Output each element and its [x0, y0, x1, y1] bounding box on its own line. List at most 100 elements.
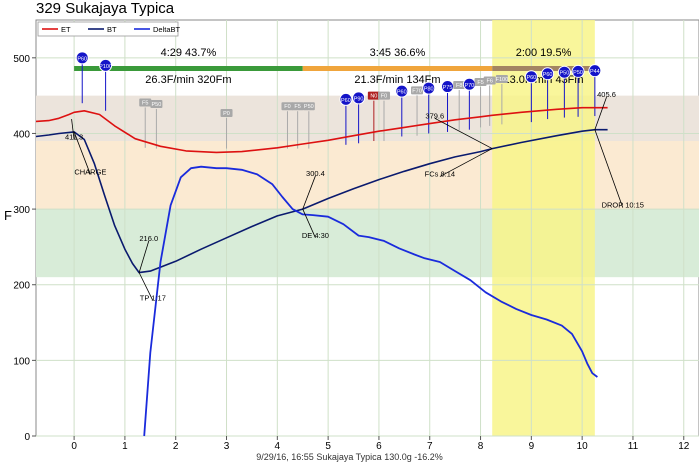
y-tick-label: 100 — [13, 356, 30, 367]
annotation-leader — [138, 272, 154, 301]
event-marker-box — [411, 86, 424, 95]
x-tick-label: 10 — [577, 441, 589, 452]
x-tick-label: 7 — [427, 441, 433, 452]
event-marker-label: F70 — [412, 88, 421, 94]
event-marker-dot — [571, 64, 585, 78]
event-marker-box — [483, 76, 496, 85]
annotation-label: 216.0 — [139, 234, 158, 243]
annotation-label: 300.4 — [306, 169, 325, 178]
series-line-deltabt — [143, 165, 598, 437]
roast-info-footer: 9/29/16, 16:55 Sukajaya Typica 130.0g -1… — [256, 452, 443, 462]
phase-ror-label: 26.3F/min 320Fm — [145, 74, 231, 86]
temp-band — [36, 141, 699, 210]
phase-bar — [492, 66, 595, 71]
event-marker-box — [495, 74, 508, 83]
annotation-label: 405.6 — [597, 90, 616, 99]
event-marker-box — [378, 91, 391, 100]
event-marker-label: F5 — [477, 80, 483, 86]
event-marker-dot — [524, 70, 538, 84]
event-marker-label: N0 — [370, 94, 377, 100]
event-marker-label: F6 — [486, 79, 492, 85]
y-tick-label: 500 — [13, 54, 30, 65]
event-marker-label: F8 — [456, 83, 462, 89]
y-tick-label: 400 — [13, 129, 30, 140]
event-marker-dot — [541, 67, 555, 81]
annotation-leader — [73, 131, 91, 175]
x-tick-label: 3 — [224, 441, 230, 452]
phase-ror-label: 21.3F/min 134Fm — [354, 74, 440, 86]
series-line-et — [35, 106, 608, 154]
event-marker-label: F5 — [294, 104, 300, 110]
phase-bar — [302, 66, 493, 71]
event-marker-label: F0 — [381, 94, 387, 100]
phase-time-label: 3:45 36.6% — [370, 47, 426, 59]
x-tick-label: 8 — [478, 441, 484, 452]
event-marker-label: P60 — [543, 72, 553, 78]
event-marker-label: F100 — [496, 77, 509, 83]
event-marker-box — [302, 102, 315, 111]
event-marker-dot — [588, 64, 602, 78]
annotation-label: DROP 10:15 — [602, 201, 644, 210]
annotation-leader — [138, 240, 150, 273]
y-tick-label: 300 — [13, 205, 30, 216]
x-tick-label: 11 — [628, 441, 639, 452]
event-marker-label: P60 — [397, 90, 407, 96]
event-marker-dot — [99, 58, 113, 72]
event-marker-label: P50 — [152, 102, 162, 108]
annotation-leader — [439, 148, 493, 177]
x-tick-label: 9 — [529, 441, 535, 452]
x-tick-label: 4 — [275, 441, 281, 452]
event-marker-box — [453, 81, 466, 90]
x-tick-label: 5 — [325, 441, 331, 452]
chart-title: 329 Sukajaya Typica — [36, 0, 175, 17]
x-tick-label: 1 — [122, 441, 128, 452]
event-marker-dot — [75, 51, 89, 65]
legend-entry: ET — [61, 25, 71, 34]
x-tick-label: 12 — [678, 441, 690, 452]
annotation-label: FCs 8:14 — [425, 170, 455, 179]
legend-box — [37, 21, 179, 37]
phase-time-label: 4:29 43.7% — [161, 47, 217, 59]
annotation-leader — [71, 119, 75, 140]
event-marker-label: P100 — [99, 64, 112, 70]
event-marker-label: P44 — [590, 69, 600, 75]
event-marker-label: P90 — [354, 96, 364, 102]
annotation-label: CHARGE — [74, 167, 106, 176]
event-marker-dot — [352, 91, 366, 105]
x-tick-label: 0 — [71, 441, 77, 452]
legend-entry: BT — [107, 25, 117, 34]
legend-entry: DeltaBT — [153, 25, 181, 34]
event-marker-dot — [339, 92, 353, 106]
event-marker-label: P70 — [464, 83, 474, 89]
phase-bar — [74, 66, 303, 71]
event-marker-dot — [395, 84, 409, 98]
annotation-label: 379.6 — [425, 111, 444, 120]
event-marker-box — [220, 109, 233, 118]
event-marker-label: P0 — [223, 111, 230, 117]
annotation-label: TP 1:17 — [140, 294, 166, 303]
event-marker-label: P60 — [77, 56, 87, 62]
x-tick-label: 6 — [376, 441, 382, 452]
annotation-label: 411.3 — [65, 133, 83, 142]
annotation-leader — [594, 129, 624, 208]
event-marker-box — [474, 78, 487, 87]
event-marker-dot — [422, 81, 436, 95]
event-marker-label: F0 — [284, 104, 290, 110]
event-marker-label: P75 — [443, 85, 453, 91]
event-marker-box — [150, 99, 163, 108]
event-marker-box — [139, 98, 152, 107]
y-tick-label: 0 — [24, 432, 30, 443]
annotation-label: DE 4:30 — [302, 231, 329, 240]
event-marker-label: F5 — [142, 100, 148, 106]
y-tick-label: 200 — [13, 281, 30, 292]
event-marker-label: P50 — [573, 70, 583, 76]
annotation-leader — [302, 175, 316, 210]
phase-time-label: 2:00 19.5% — [516, 47, 572, 59]
event-marker-box — [367, 91, 380, 100]
annotation-leader — [594, 97, 607, 130]
event-marker-label: P60 — [341, 98, 351, 104]
event-marker-dot — [557, 65, 571, 79]
annotation-leader — [302, 208, 316, 238]
event-marker-box — [281, 102, 294, 111]
